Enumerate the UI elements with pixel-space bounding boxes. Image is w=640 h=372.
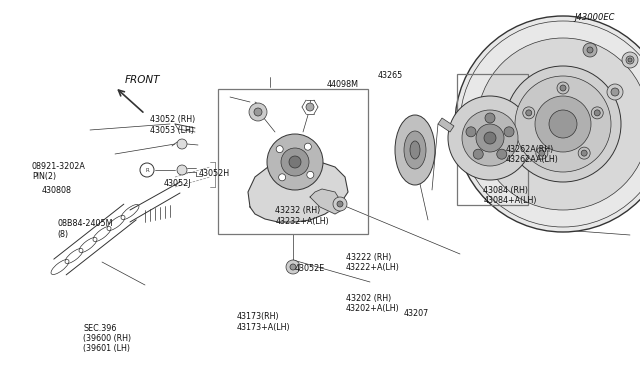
Circle shape [594,110,600,116]
Circle shape [557,82,569,94]
Circle shape [560,85,566,91]
Circle shape [607,84,623,100]
Circle shape [306,103,314,111]
Circle shape [473,149,483,159]
Circle shape [587,47,593,53]
Circle shape [177,165,187,175]
Circle shape [526,110,532,116]
Circle shape [515,76,611,172]
Text: 44098M: 44098M [326,80,358,89]
Polygon shape [438,118,454,132]
Circle shape [622,52,638,68]
Circle shape [476,124,504,152]
Circle shape [578,147,590,159]
Circle shape [611,88,619,96]
Circle shape [305,143,311,150]
Circle shape [485,113,495,123]
Circle shape [337,201,343,207]
Circle shape [281,148,309,176]
Circle shape [466,127,476,137]
Circle shape [536,147,548,159]
Circle shape [628,58,632,62]
Circle shape [307,171,314,178]
Text: 08921-3202A
PIN(2): 08921-3202A PIN(2) [32,162,86,181]
Circle shape [462,110,518,166]
Circle shape [581,150,587,156]
Circle shape [504,127,514,137]
Text: 43052J: 43052J [163,179,191,187]
Circle shape [249,103,267,121]
Circle shape [177,139,187,149]
Text: 43232 (RH)
43232+A(LH): 43232 (RH) 43232+A(LH) [275,206,329,226]
Text: R: R [145,167,149,173]
Text: 43202 (RH)
43202+A(LH): 43202 (RH) 43202+A(LH) [346,294,399,313]
Bar [457,74,528,205]
Circle shape [539,150,545,156]
Text: 43222 (RH)
43222+A(LH): 43222 (RH) 43222+A(LH) [346,253,399,272]
Ellipse shape [410,141,420,159]
Text: FRONT: FRONT [125,75,160,85]
Text: SEC.396
(39600 (RH)
(39601 (LH): SEC.396 (39600 (RH) (39601 (LH) [83,324,131,353]
Circle shape [497,149,507,159]
Circle shape [549,110,577,138]
Circle shape [477,38,640,210]
Text: 08B84-2405M
(8): 08B84-2405M (8) [58,219,113,239]
Polygon shape [248,159,348,222]
Text: 43207: 43207 [403,309,428,318]
Text: 43265: 43265 [378,71,403,80]
Circle shape [448,96,532,180]
Circle shape [626,56,634,64]
Circle shape [523,107,535,119]
Text: 43084 (RH)
43084+A(LH): 43084 (RH) 43084+A(LH) [483,186,537,205]
Circle shape [535,96,591,152]
Circle shape [278,174,285,181]
Circle shape [484,132,496,144]
Circle shape [276,146,283,153]
Text: 430808: 430808 [42,186,72,195]
Circle shape [267,134,323,190]
Bar [218,89,368,234]
Circle shape [591,107,604,119]
Circle shape [455,16,640,232]
Circle shape [254,108,262,116]
Circle shape [333,197,347,211]
Circle shape [290,264,296,270]
Ellipse shape [395,115,435,185]
Circle shape [289,156,301,168]
Polygon shape [310,189,342,214]
Text: 43052H: 43052H [198,169,230,178]
Circle shape [583,43,597,57]
Circle shape [505,66,621,182]
Text: 43052E: 43052E [294,264,324,273]
Text: 43173(RH)
43173+A(LH): 43173(RH) 43173+A(LH) [237,312,291,332]
Text: J43000EC: J43000EC [574,13,614,22]
Ellipse shape [404,131,426,169]
Text: 43052 (RH)
43053 (LH): 43052 (RH) 43053 (LH) [150,115,195,135]
Text: 43262A(RH)
43262AA(LH): 43262A(RH) 43262AA(LH) [506,145,559,164]
Circle shape [286,260,300,274]
